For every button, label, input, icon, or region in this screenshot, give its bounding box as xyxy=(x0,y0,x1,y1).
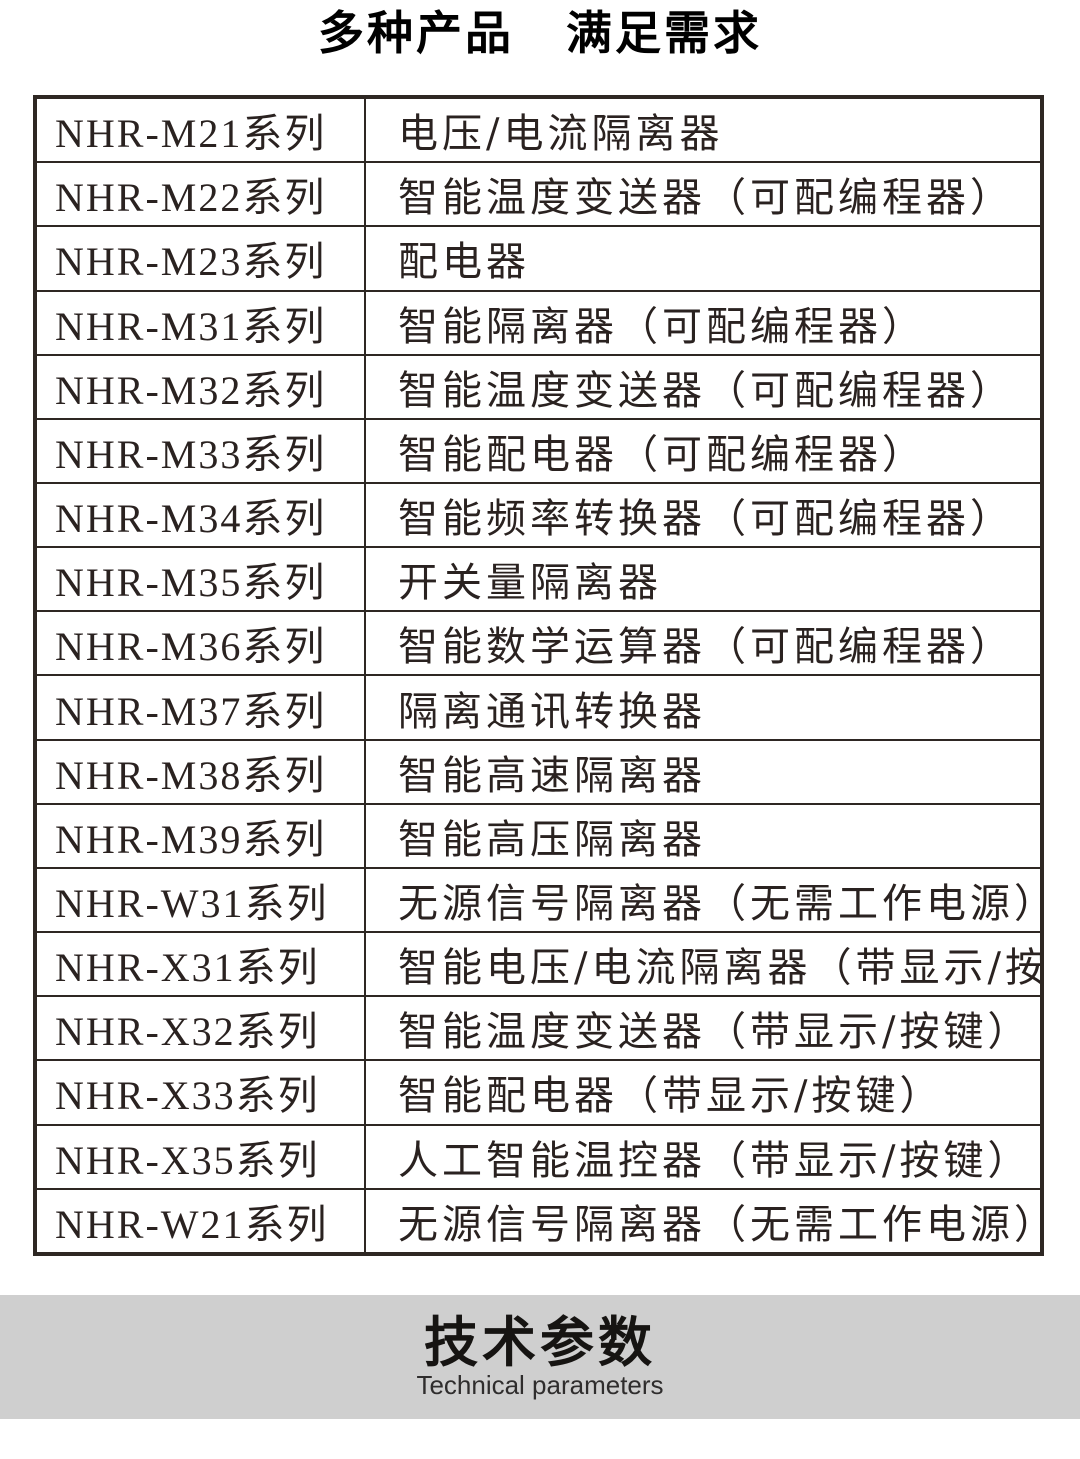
description-cell: 无源信号隔离器（无需工作电源） xyxy=(364,866,1043,934)
table-row: NHR-X32系列 智能温度变送器（带显示/按键） xyxy=(34,995,1043,1062)
series-cell: NHR-X33系列 xyxy=(34,1059,366,1126)
description-cell: 人工智能温控器（带显示/按键） xyxy=(364,1123,1043,1190)
series-cell: NHR-M31系列 xyxy=(34,289,366,356)
table-row: NHR-M22系列 智能温度变送器（可配编程器） xyxy=(34,161,1043,228)
description-cell: 智能温度变送器（可配编程器） xyxy=(364,353,1043,420)
series-cell: NHR-M37系列 xyxy=(34,674,366,741)
table-row: NHR-M23系列 配电器 xyxy=(34,225,1043,292)
series-cell: NHR-W31系列 xyxy=(34,866,366,934)
series-cell: NHR-M38系列 xyxy=(34,738,366,805)
table-row: NHR-M31系列 智能隔离器（可配编程器） xyxy=(34,289,1043,356)
table-row: NHR-M36系列 智能数学运算器（可配编程器） xyxy=(34,610,1043,677)
series-cell: NHR-M39系列 xyxy=(34,802,366,869)
table-row: NHR-M39系列 智能高压隔离器 xyxy=(34,802,1043,869)
page-title: 多种产品 满足需求 xyxy=(0,8,1080,59)
page-title-part2: 满足需求 xyxy=(566,7,762,59)
description-cell: 电压/电流隔离器 xyxy=(364,95,1043,164)
description-cell: 智能隔离器（可配编程器） xyxy=(364,289,1043,356)
table-row: NHR-X33系列 智能配电器（带显示/按键） xyxy=(34,1059,1043,1126)
table-row: NHR-X35系列 人工智能温控器（带显示/按键） xyxy=(34,1123,1043,1190)
description-cell: 开关量隔离器 xyxy=(364,546,1043,613)
product-series-table: NHR-M21系列 电压/电流隔离器 NHR-M22系列 智能温度变送器（可配编程器）… xyxy=(33,95,1044,1256)
series-cell: NHR-M22系列 xyxy=(34,161,366,228)
description-cell: 智能高速隔离器 xyxy=(364,738,1043,805)
description-cell: 智能配电器（带显示/按键） xyxy=(364,1059,1043,1126)
page-title-part1: 多种产品 xyxy=(318,7,514,59)
technical-parameters-heading: 技术参数 xyxy=(424,1313,656,1373)
description-cell: 智能温度变送器（可配编程器） xyxy=(364,161,1043,228)
description-cell: 智能数学运算器（可配编程器） xyxy=(364,610,1043,677)
series-cell: NHR-M23系列 xyxy=(34,225,366,292)
description-cell: 隔离通讯转换器 xyxy=(364,674,1043,741)
description-cell: 智能频率转换器（可配编程器） xyxy=(364,481,1043,549)
series-cell: NHR-X31系列 xyxy=(34,931,366,998)
technical-parameters-band: 技术参数 Technical parameters xyxy=(0,1295,1080,1419)
product-series-table-body: NHR-M21系列 电压/电流隔离器 NHR-M22系列 智能温度变送器（可配编程器）… xyxy=(34,95,1043,1256)
description-cell: 配电器 xyxy=(364,225,1043,292)
description-cell: 智能电压/电流隔离器（带显示/按键） xyxy=(364,931,1043,998)
series-cell: NHR-M36系列 xyxy=(34,610,366,677)
technical-parameters-subheading: Technical parameters xyxy=(416,1370,664,1400)
series-cell: NHR-M34系列 xyxy=(34,481,366,549)
series-cell: NHR-W21系列 xyxy=(34,1187,366,1256)
series-cell: NHR-M35系列 xyxy=(34,546,366,613)
series-cell: NHR-M21系列 xyxy=(34,95,366,164)
series-cell: NHR-M32系列 xyxy=(34,353,366,420)
table-row: NHR-W31系列 无源信号隔离器（无需工作电源） xyxy=(34,866,1043,934)
table-row: NHR-M21系列 电压/电流隔离器 xyxy=(34,95,1043,164)
description-cell: 无源信号隔离器（无需工作电源） xyxy=(364,1187,1043,1256)
description-cell: 智能配电器（可配编程器） xyxy=(364,417,1043,484)
table-row: NHR-M32系列 智能温度变送器（可配编程器） xyxy=(34,353,1043,420)
table-row: NHR-M33系列 智能配电器（可配编程器） xyxy=(34,417,1043,484)
table-row: NHR-M34系列 智能频率转换器（可配编程器） xyxy=(34,481,1043,549)
table-row: NHR-M35系列 开关量隔离器 xyxy=(34,546,1043,613)
description-cell: 智能高压隔离器 xyxy=(364,802,1043,869)
table-row: NHR-W21系列 无源信号隔离器（无需工作电源） xyxy=(34,1187,1043,1256)
description-cell: 智能温度变送器（带显示/按键） xyxy=(364,995,1043,1062)
table-row: NHR-M38系列 智能高速隔离器 xyxy=(34,738,1043,805)
series-cell: NHR-X35系列 xyxy=(34,1123,366,1190)
series-cell: NHR-M33系列 xyxy=(34,417,366,484)
series-cell: NHR-X32系列 xyxy=(34,995,366,1062)
table-row: NHR-M37系列 隔离通讯转换器 xyxy=(34,674,1043,741)
